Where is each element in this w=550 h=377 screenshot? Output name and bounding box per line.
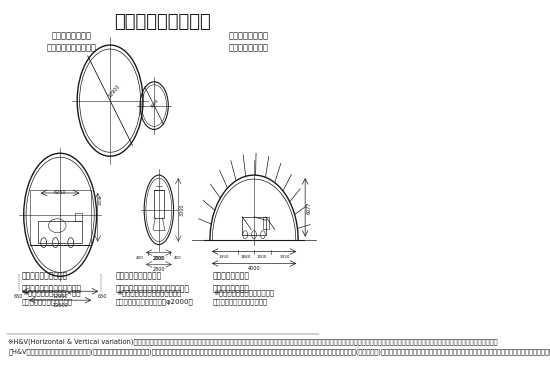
Text: 650: 650 [13,294,23,299]
Text: ※空間能上戦闘機運搬可能断面
　（第２東名高速道路断面）: ※空間能上戦闘機運搬可能断面 （第２東名高速道路断面） [213,289,274,305]
Text: １番－１トンネル断面
（資者低廉資器材トンネル）: １番－１トンネル断面 （資者低廉資器材トンネル） [22,271,82,293]
Text: 3000: 3000 [179,204,184,216]
Text: 3350: 3350 [218,254,229,259]
Text: 6077: 6077 [307,201,312,214]
Bar [243,217,266,234]
Text: 650: 650 [98,294,107,299]
Bar [154,190,163,218]
Text: 400: 400 [174,256,182,259]
Text: 6250: 6250 [54,190,67,195]
Text: 12600: 12600 [52,303,68,308]
Text: 400: 400 [136,256,144,259]
Bar [39,221,82,242]
Text: 4000: 4000 [248,267,260,271]
Text: 12900: 12900 [52,294,68,299]
Text: ※H&V(Horizontal & Vertical variation)シールド工法は、従来の円形シールドを組み合わせることにより、超近接・併設トンネルをはじ: ※H&V(Horizontal & Vertical variation)シール… [8,338,550,355]
Text: 3350: 3350 [279,254,290,259]
Text: 4600: 4600 [151,98,161,109]
Bar [75,213,82,221]
Text: １番－２トンネル断面
（ずり出し立て孔用連絡トンネル）: １番－２トンネル断面 （ずり出し立て孔用連絡トンネル） [116,271,190,293]
Text: １番トンネル断面
（Ｈ＆ＶＴＢＭ工法）: １番トンネル断面 （Ｈ＆ＶＴＢＭ工法） [47,31,97,53]
Text: 2800: 2800 [152,256,165,261]
Text: トンネル断面計画図: トンネル断面計画図 [114,13,211,31]
Text: ２番トンネル断面
（ＮＡＴＭ工法）: ２番トンネル断面 （ＮＡＴＭ工法） [228,31,268,53]
Text: ※レイズボーリング施工断面確保
　（立て孔ボーリング径＝φ2000）: ※レイズボーリング施工断面確保 （立て孔ボーリング径＝φ2000） [116,289,194,305]
Text: 1000: 1000 [257,254,267,259]
Bar [263,217,269,229]
Text: 1880: 1880 [241,254,251,259]
Text: 2800: 2800 [152,267,165,273]
Text: 2000: 2000 [153,256,164,261]
Text: 12900: 12900 [108,83,122,98]
Text: ２番トンネル断面
（本坑トンネル）: ２番トンネル断面 （本坑トンネル） [213,271,250,293]
Text: 1000: 1000 [98,195,102,205]
Text: ※連続ベルトコンベア×２連
　＋大型車両役回断面確保: ※連続ベルトコンベア×２連 ＋大型車両役回断面確保 [22,289,80,305]
